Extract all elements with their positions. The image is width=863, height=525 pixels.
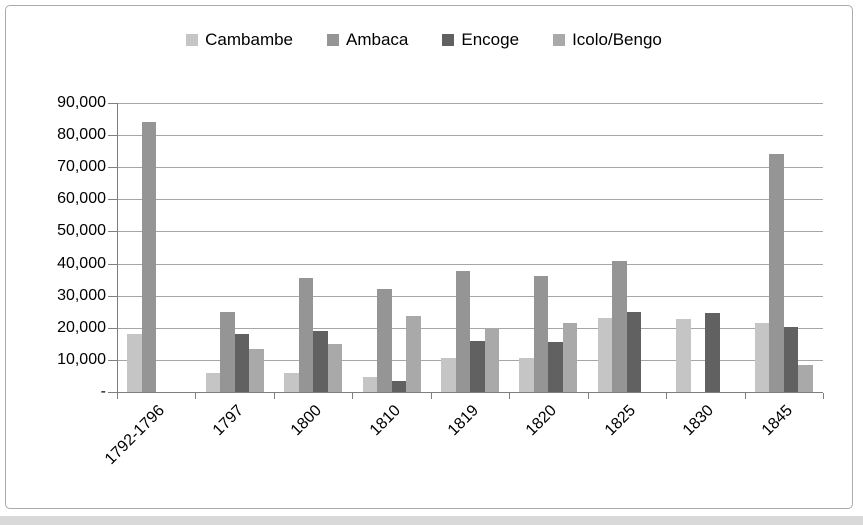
y-tick: [108, 167, 117, 169]
legend-item-ambaca: Ambaca: [327, 30, 408, 50]
bar-ambaca-1810: [377, 289, 392, 392]
bar-icolo-bengo-1820: [562, 323, 578, 392]
legend-swatch-icon: [553, 34, 566, 46]
x-tick: [352, 393, 354, 399]
y-axis-line: [117, 103, 118, 393]
bar-encoge-1845: [783, 327, 799, 392]
x-tick: [117, 393, 118, 399]
x-tick: [587, 393, 589, 399]
bar-cambambe-1810: [362, 376, 378, 392]
bar-icolo-bengo-1845: [798, 365, 813, 392]
bar-encoge-1820: [548, 341, 563, 392]
y-tick-label: 10,000: [57, 350, 106, 368]
bar-encoge-1810: [391, 380, 407, 392]
bar-icolo-bengo-1800: [327, 344, 343, 392]
bar-encoge-1797: [234, 334, 250, 392]
bar-encoge-1819: [470, 340, 485, 392]
bar-ambaca-1825: [612, 260, 627, 392]
y-tick-label: 80,000: [57, 126, 106, 144]
legend-label: Ambaca: [346, 30, 409, 49]
bar-ambaca-1792-1796: [141, 122, 157, 392]
bar-ambaca-1845: [769, 154, 784, 392]
gridline-80000: [117, 135, 823, 137]
legend-item-cambambe: Cambambe: [186, 30, 293, 50]
y-tick-label: 90,000: [57, 94, 106, 111]
bar-cambambe-1830: [676, 319, 691, 392]
y-tick-label: 60,000: [57, 190, 106, 208]
gridline-40000: [117, 263, 823, 265]
y-tick: [108, 199, 117, 201]
bar-cambambe-1792-1796: [127, 334, 142, 392]
bar-ambaca-1820: [533, 275, 549, 392]
legend-label: Encoge: [461, 30, 520, 49]
legend-item-encoge: Encoge: [442, 30, 519, 50]
y-tick: [108, 135, 117, 137]
bar-cambambe-1845: [754, 322, 770, 392]
bar-encoge-1825: [626, 311, 642, 392]
x-tick: [744, 393, 746, 399]
gridline-30000: [117, 295, 823, 297]
legend-label: Cambambe: [205, 30, 294, 49]
bar-icolo-bengo-1810: [406, 315, 421, 392]
x-tick: [430, 393, 432, 399]
legend-item-icolo-bengo: Icolo/Bengo: [553, 30, 662, 50]
bar-cambambe-1819: [441, 358, 456, 392]
x-tick: [823, 393, 824, 399]
legend-swatch-icon: [186, 34, 199, 46]
bar-cambambe-1800: [284, 372, 299, 392]
y-tick-label: 50,000: [57, 222, 106, 240]
x-tick: [666, 393, 668, 399]
y-tick-label: 40,000: [57, 254, 106, 272]
legend-swatch-icon: [327, 34, 340, 46]
y-tick: [108, 103, 117, 104]
y-tick: [108, 263, 117, 265]
legend-label: Icolo/Bengo: [572, 30, 662, 49]
bar-cambambe-1797: [205, 372, 221, 392]
bar-icolo-bengo-1819: [484, 327, 499, 392]
y-tick-label: -: [100, 383, 106, 400]
y-tick-label: 20,000: [57, 318, 106, 336]
bar-encoge-1800: [313, 330, 328, 392]
y-tick: [108, 392, 117, 393]
x-tick: [509, 393, 511, 399]
gridline-50000: [117, 231, 823, 233]
y-tick-label: 70,000: [57, 158, 106, 176]
bar-cambambe-1820: [519, 358, 534, 392]
y-tick: [108, 327, 117, 329]
y-tick: [108, 231, 117, 233]
bar-encoge-1830: [705, 312, 720, 392]
y-tick: [108, 359, 117, 361]
window-bottom-strip: [0, 516, 863, 525]
bar-cambambe-1825: [597, 317, 613, 392]
x-tick: [273, 393, 275, 399]
gridline-90000: [117, 103, 823, 104]
legend: Cambambe Ambaca Encoge Icolo/Bengo: [0, 30, 848, 50]
gridline-70000: [117, 167, 823, 169]
bar-ambaca-1819: [455, 270, 470, 392]
x-tick: [195, 393, 197, 399]
legend-swatch-icon: [442, 34, 455, 46]
bar-ambaca-1800: [298, 278, 314, 392]
bar-icolo-bengo-1797: [249, 349, 264, 392]
y-tick-label: 30,000: [57, 286, 106, 304]
gridline-60000: [117, 199, 823, 201]
y-tick: [108, 295, 117, 297]
bar-ambaca-1797: [220, 311, 235, 392]
x-axis-line: [117, 392, 823, 393]
gridline-20000: [117, 327, 823, 329]
